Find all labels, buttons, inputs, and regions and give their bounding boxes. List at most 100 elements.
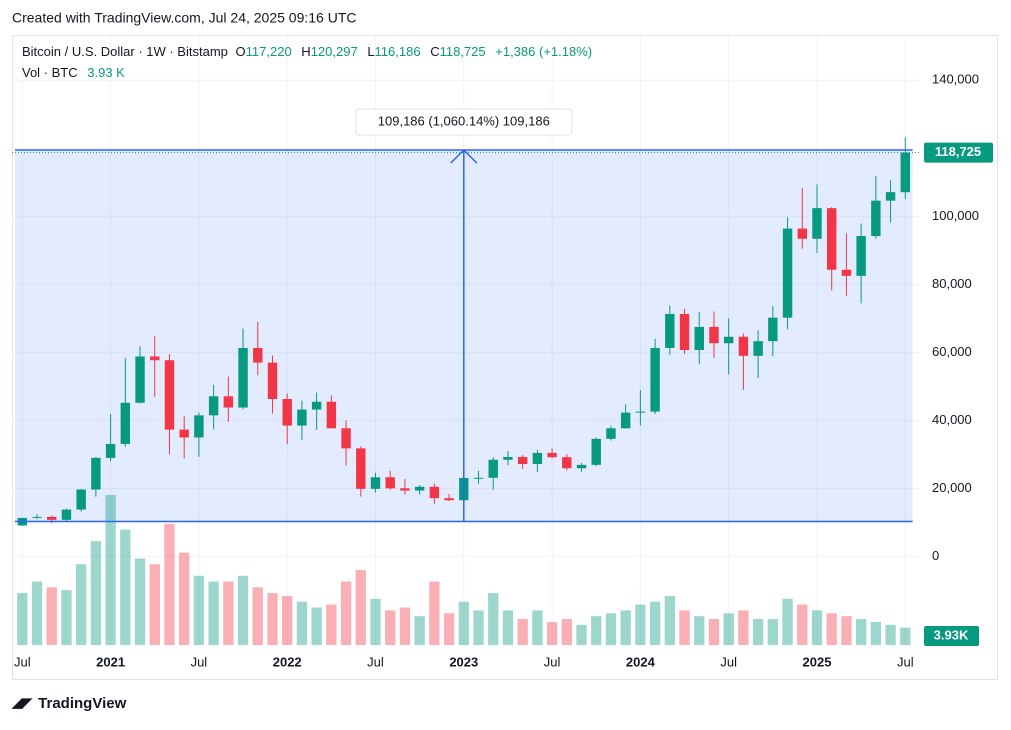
x-tick-label: Jul <box>720 654 737 669</box>
y-tick-label: 80,000 <box>932 276 972 291</box>
volume-bar <box>90 541 102 645</box>
volume-bar <box>900 627 911 645</box>
candle-body <box>223 396 234 408</box>
volume-bar <box>134 558 146 645</box>
volume-bar <box>370 598 381 645</box>
x-tick-label: 2023 <box>449 654 478 669</box>
candle-body <box>562 457 572 469</box>
volume-bar <box>208 581 219 645</box>
volume-bar <box>723 613 734 645</box>
candle-body <box>356 448 366 489</box>
volume-bar <box>385 610 396 645</box>
x-tick-label: Jul <box>897 654 914 669</box>
volume-bar <box>61 590 72 645</box>
candle-body <box>297 409 307 426</box>
x-tick-label: 2021 <box>96 654 125 669</box>
volume-bar <box>782 598 793 645</box>
legend-high: 120,297 <box>311 44 358 59</box>
volume-bar <box>591 616 602 645</box>
candle-body <box>32 516 42 518</box>
candle-body <box>488 459 498 478</box>
x-tick-label: Jul <box>544 654 561 669</box>
candle-body <box>341 428 351 449</box>
candle-body <box>694 326 704 351</box>
candle-body <box>738 336 749 356</box>
legend-volume: 3.93 K <box>87 65 125 80</box>
volume-bar <box>252 587 263 645</box>
volume-bar <box>532 610 543 645</box>
candle-body <box>91 457 101 490</box>
candle-body <box>709 326 719 344</box>
candle-body <box>782 228 793 318</box>
volume-bar <box>223 581 234 645</box>
volume-bar <box>649 601 661 645</box>
x-tick-label: 2024 <box>626 654 656 669</box>
legend-close-label: C <box>430 44 439 59</box>
volume-bar <box>620 610 631 645</box>
candle-body <box>47 516 57 520</box>
candle-body <box>885 192 896 201</box>
volume-bar <box>443 613 455 645</box>
candle-body <box>723 336 734 344</box>
volume-bar <box>561 619 572 645</box>
legend-low-label: L <box>367 44 374 59</box>
candle-body <box>473 477 484 479</box>
volume-bar <box>340 581 352 645</box>
x-tick-label: Jul <box>367 654 384 669</box>
candle-body <box>120 402 131 444</box>
volume-bar <box>267 593 278 645</box>
volume-bar <box>76 564 87 645</box>
volume-bar <box>282 595 293 645</box>
footer-logo: ◢◤ TradingView <box>11 695 127 712</box>
candle-body <box>635 411 646 413</box>
volume-bar <box>179 552 190 645</box>
volume-bar <box>429 581 440 645</box>
x-tick-label: 2025 <box>803 654 832 669</box>
volume-bar <box>164 523 175 645</box>
candle-body <box>105 443 116 458</box>
volume-bar <box>237 575 249 645</box>
y-tick-label: 100,000 <box>932 208 979 223</box>
volume-bar <box>399 607 411 645</box>
legend-line: Bitcoin / U.S. Dollar · 1W · Bitstamp O1… <box>22 44 592 59</box>
volume-bar <box>841 616 852 645</box>
candle-body <box>385 477 395 489</box>
candle-body <box>826 208 837 270</box>
volume-bar <box>193 575 205 645</box>
legend-open-label: O <box>236 44 246 59</box>
candle-body <box>871 200 881 237</box>
volume-bar <box>679 610 690 645</box>
candle-body <box>812 208 822 239</box>
candle-body <box>547 452 557 458</box>
legend-high-label: H <box>301 44 310 59</box>
volume-bar <box>767 619 778 645</box>
candle-body <box>311 401 322 410</box>
candle-body <box>150 356 160 361</box>
volume-bar <box>694 616 705 645</box>
volume-bar <box>311 607 322 645</box>
volume-bar <box>870 621 882 645</box>
candle-body <box>164 360 175 430</box>
candle-body <box>753 341 763 356</box>
candle-body <box>576 464 587 469</box>
candle-body <box>370 477 381 489</box>
price-tag: 118,725 <box>935 144 981 159</box>
candle-body <box>665 313 675 348</box>
volume-bar <box>605 613 617 645</box>
legend-change: +1,386 (+1.18%) <box>495 44 592 59</box>
candle-body <box>841 269 852 276</box>
candle-body <box>591 438 601 465</box>
volume-bar <box>811 610 823 645</box>
volume-tag: 3.93K <box>934 627 969 642</box>
candle-body <box>76 489 86 510</box>
legend-volume-name: Vol · BTC <box>22 65 78 80</box>
candle-body <box>61 509 72 520</box>
legend-volume-line: Vol · BTC 3.93 K <box>22 65 125 80</box>
candle-body <box>797 228 807 239</box>
volume-bar <box>31 581 43 645</box>
candle-body <box>253 347 263 363</box>
measure-label: 109,186 (1,060.14%) 109,186 <box>378 113 550 128</box>
candle-body <box>194 415 204 438</box>
y-tick-label: 20,000 <box>932 480 972 495</box>
candle-body <box>400 488 410 491</box>
